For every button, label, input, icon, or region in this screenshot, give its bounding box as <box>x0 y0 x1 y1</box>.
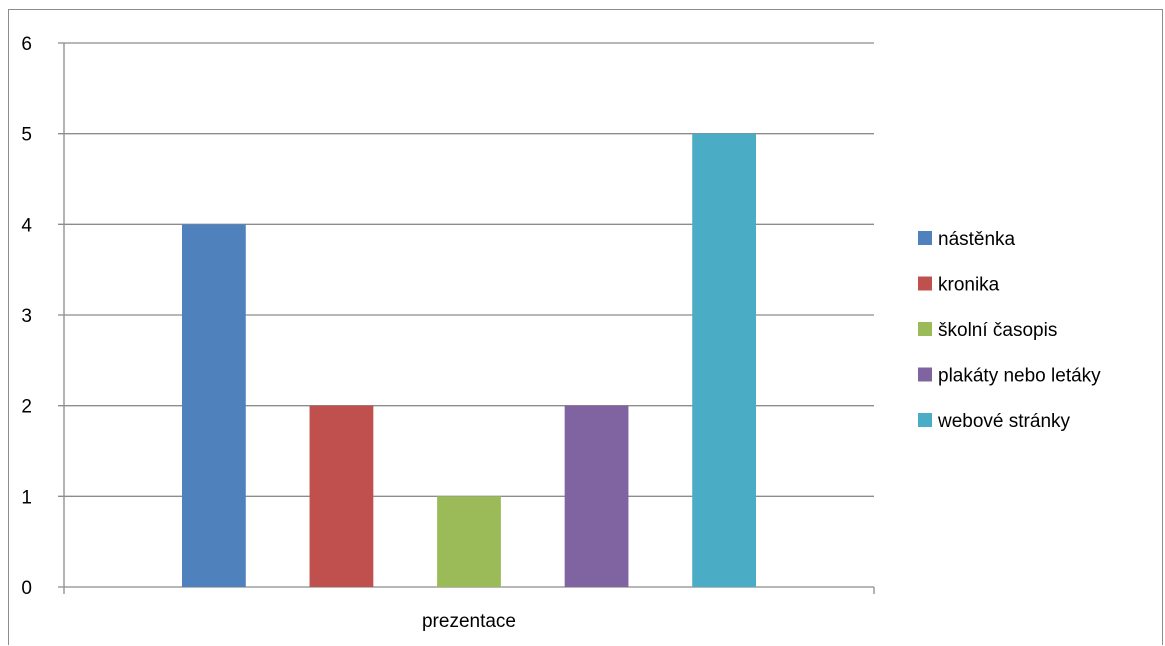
y-axis-tick-labels: 0 1 2 3 4 5 6 <box>21 34 32 599</box>
bar-4 <box>565 406 629 587</box>
y-tick-label: 6 <box>21 34 32 55</box>
y-tick-label: 1 <box>21 487 32 508</box>
bar-1 <box>182 224 246 587</box>
legend-swatch-3 <box>918 322 932 336</box>
legend-swatch-2 <box>918 277 932 291</box>
legend-label-3: školní časopis <box>938 320 1057 341</box>
y-tick-label: 0 <box>21 578 32 599</box>
x-axis-tick-labels: prezentace <box>422 611 516 632</box>
legend: nástěnka kronika školní časopis plakáty neb… <box>918 229 1101 432</box>
bars <box>182 134 756 587</box>
bar-5 <box>692 134 756 587</box>
legend-label-2: kronika <box>938 275 1000 296</box>
legend-swatch-5 <box>918 413 932 427</box>
legend-swatch-4 <box>918 368 932 382</box>
legend-label-5: webové stránky <box>937 411 1071 432</box>
y-tick-label: 3 <box>21 306 32 327</box>
legend-label-4: plakáty nebo letáky <box>938 366 1101 387</box>
legend-swatch-1 <box>918 231 932 245</box>
x-tick-label: prezentace <box>422 611 516 632</box>
y-tick-label: 5 <box>21 125 32 146</box>
y-tick-label: 2 <box>21 397 32 418</box>
bar-3 <box>437 496 501 587</box>
legend-label-1: nástěnka <box>938 229 1016 250</box>
bar-2 <box>310 406 374 587</box>
y-tick-label: 4 <box>21 215 32 236</box>
